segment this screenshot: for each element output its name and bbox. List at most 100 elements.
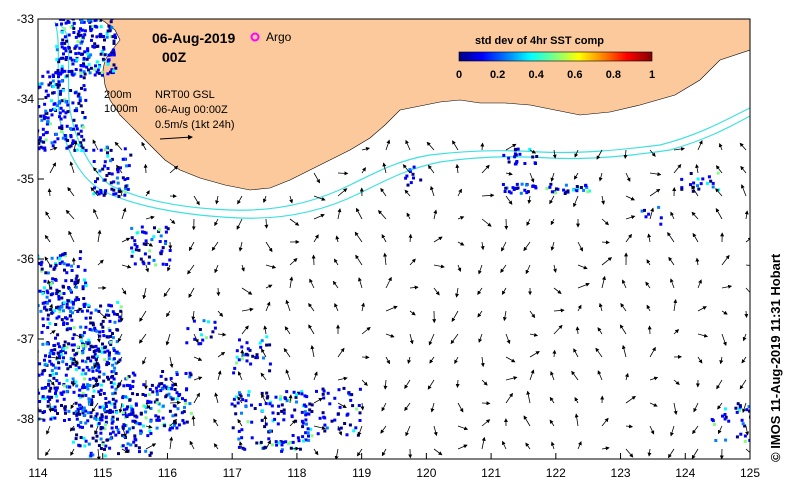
current-vector: [406, 212, 411, 220]
sst-pixel: [99, 189, 103, 192]
sst-pixel: [56, 69, 60, 72]
sst-pixel: [157, 402, 161, 406]
sst-pixel: [65, 389, 69, 393]
sst-pixel: [77, 34, 81, 38]
sst-pixel: [79, 104, 83, 108]
current-vector: [647, 233, 652, 243]
sst-pixel: [64, 137, 68, 141]
sst-pixel: [51, 408, 55, 411]
sst-pixel: [99, 322, 103, 326]
current-vector: [457, 444, 468, 450]
sst-pixel: [97, 349, 101, 353]
current-vector: [697, 279, 702, 289]
x-tick-label: 121: [481, 466, 501, 480]
sst-pixel: [111, 336, 115, 340]
sst-pixel: [72, 31, 76, 34]
current-vector: [145, 424, 153, 429]
sst-pixel: [81, 344, 84, 348]
sst-pixel: [265, 335, 269, 339]
sst-pixel: [310, 410, 314, 413]
sst-pixel: [236, 401, 240, 405]
sst-pixel: [275, 443, 279, 447]
sst-pixel: [82, 64, 86, 68]
sst-pixel: [133, 243, 137, 247]
current-vector: [452, 140, 459, 151]
sst-pixel: [330, 419, 334, 423]
sst-pixel: [575, 185, 579, 188]
sst-pixel: [34, 383, 37, 386]
sst-pixel: [161, 404, 165, 408]
sst-pixel: [112, 347, 116, 350]
sst-pixel: [118, 315, 122, 319]
sst-pixel: [84, 325, 88, 329]
sst-pixel: [99, 416, 103, 420]
sst-pixel: [71, 337, 75, 340]
sst-pixel: [59, 89, 63, 93]
sst-pixel: [55, 44, 59, 48]
sst-pixel: [141, 393, 145, 396]
sst-pixel: [67, 33, 71, 37]
sst-pixel: [64, 100, 68, 104]
sst-pixel: [63, 35, 67, 39]
current-vector: [139, 310, 147, 322]
sst-pixel: [62, 347, 66, 351]
sst-pixel: [316, 432, 320, 436]
sst-pixel: [84, 316, 88, 320]
sst-pixel: [41, 317, 45, 321]
current-vector: [191, 415, 196, 427]
sst-pixel: [79, 141, 83, 145]
current-vector: [360, 402, 365, 411]
sst-pixel: [109, 35, 113, 39]
sst-pixel: [109, 53, 113, 57]
sst-pixel: [107, 400, 111, 404]
sst-pixel: [51, 277, 55, 281]
sst-pixel: [286, 442, 290, 446]
sst-pixel: [144, 410, 148, 414]
sst-pixel: [123, 395, 127, 399]
sst-pixel: [144, 393, 147, 397]
sst-pixel: [122, 384, 126, 388]
sst-pixel: [155, 398, 159, 402]
sst-pixel: [288, 441, 292, 444]
sst-pixel: [110, 172, 114, 176]
current-vector: [335, 235, 340, 243]
current-vector: [217, 351, 226, 358]
current-vector: [119, 188, 124, 197]
sst-pixel: [134, 402, 138, 406]
sst-pixel: [255, 353, 259, 357]
sst-pixel: [85, 340, 88, 344]
sst-pixel: [300, 390, 304, 394]
sst-pixel: [97, 71, 101, 75]
sst-pixel: [237, 358, 241, 362]
sst-pixel: [79, 33, 83, 37]
sst-pixel: [84, 148, 88, 152]
sst-pixel: [183, 398, 187, 402]
current-vector: [598, 172, 603, 182]
sst-pixel: [112, 377, 116, 381]
sst-pixel: [86, 52, 90, 56]
sst-pixel: [114, 192, 118, 196]
sst-pixel: [150, 238, 154, 242]
current-vector: [457, 402, 464, 413]
current-vector: [163, 287, 171, 298]
sst-pixel: [157, 418, 161, 422]
sst-pixel: [84, 281, 88, 285]
sst-pixel: [513, 155, 517, 159]
sst-pixel: [168, 409, 172, 413]
sst-pixel: [51, 372, 55, 376]
sst-pixel: [531, 184, 535, 188]
sst-pixel: [105, 363, 109, 367]
sst-pixel: [78, 99, 82, 103]
sst-pixel: [112, 53, 116, 57]
sst-pixel: [63, 69, 67, 73]
sst-pixel: [31, 394, 34, 397]
sst-pixel: [262, 356, 265, 360]
sst-pixel: [250, 436, 254, 440]
current-vector: [189, 241, 195, 252]
sst-pixel: [106, 438, 110, 442]
sst-pixel: [44, 354, 47, 358]
sst-pixel: [55, 399, 59, 403]
sst-pixel: [115, 350, 119, 354]
colorbar-tick-label: 0.4: [529, 69, 545, 81]
sst-pixel: [107, 353, 111, 357]
